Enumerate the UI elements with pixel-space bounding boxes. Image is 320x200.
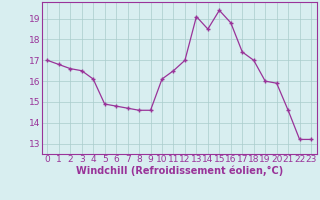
X-axis label: Windchill (Refroidissement éolien,°C): Windchill (Refroidissement éolien,°C) xyxy=(76,166,283,176)
